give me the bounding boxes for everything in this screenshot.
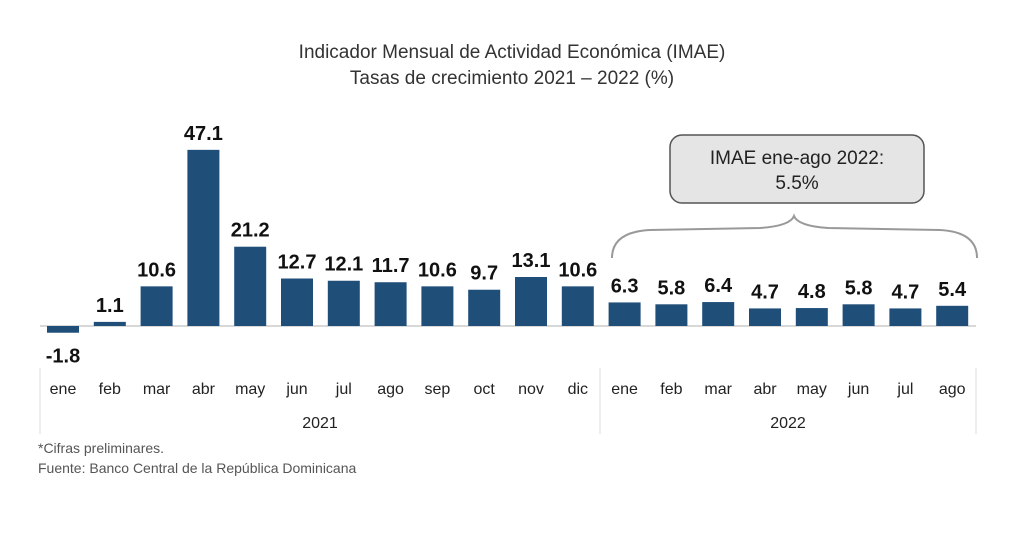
chart-subtitle: Tasas de crecimiento 2021 – 2022 (%): [349, 68, 675, 89]
x-tick-label: jul: [335, 381, 352, 398]
data-label: 4.7: [751, 281, 779, 303]
x-tick-label: mar: [143, 381, 171, 398]
x-tick-label: ago: [939, 381, 966, 398]
data-label: -1.8: [46, 346, 80, 368]
bar: [842, 304, 875, 326]
bar: [515, 277, 547, 326]
data-label: 12.1: [324, 254, 363, 276]
bar: [187, 149, 220, 326]
x-tick-label: mar: [704, 381, 732, 398]
data-label: 9.7: [470, 263, 498, 285]
x-tick-label: feb: [99, 381, 121, 398]
x-tick-label: jul: [896, 381, 913, 398]
data-label: 21.2: [231, 220, 270, 242]
x-tick-label: may: [235, 381, 265, 398]
x-tick-label: ene: [50, 381, 77, 398]
x-tick-label: jun: [285, 381, 307, 398]
data-label: 5.4: [938, 279, 967, 301]
data-label: 5.8: [657, 277, 685, 299]
x-tick-label: dic: [568, 381, 588, 398]
data-label: 1.1: [96, 295, 124, 317]
data-label: 47.1: [184, 123, 223, 145]
annotation-box: [669, 134, 925, 204]
bar: [93, 321, 126, 326]
x-tick-label: ago: [377, 381, 404, 398]
bar: [889, 308, 922, 326]
bar: [795, 308, 828, 326]
x-tick-label: oct: [474, 381, 496, 398]
bar: [374, 282, 407, 326]
bar: [936, 305, 969, 326]
bar: [327, 280, 360, 326]
x-tick-label: sep: [425, 381, 451, 398]
x-tick-label: abr: [753, 381, 777, 398]
x-tick-label: feb: [660, 381, 682, 398]
x-tick-label: abr: [192, 381, 216, 398]
bar: [47, 326, 79, 333]
x-tick-label: nov: [518, 381, 544, 398]
bar: [234, 246, 267, 326]
data-label: 11.7: [372, 255, 410, 277]
bar: [468, 289, 501, 326]
data-label: 12.7: [278, 252, 317, 274]
data-label: 10.6: [137, 259, 176, 281]
annotation-line2: 5.5%: [775, 173, 818, 194]
data-label: 5.8: [845, 277, 873, 299]
data-label: 13.1: [512, 250, 551, 272]
data-label: 10.6: [558, 259, 597, 281]
bar: [655, 304, 688, 326]
x-tick-label: ene: [611, 381, 638, 398]
source-note: Fuente: Banco Central de la República Do…: [38, 460, 357, 476]
data-label: 6.3: [611, 275, 639, 297]
bar: [749, 308, 781, 326]
data-label: 6.4: [704, 275, 733, 297]
bar: [702, 302, 735, 326]
bar: [281, 278, 313, 326]
annotation-line1: IMAE ene-ago 2022:: [710, 148, 884, 169]
brace: [611, 213, 978, 259]
x-tick-label: may: [797, 381, 827, 398]
group-label: 2022: [770, 415, 806, 432]
data-label: 4.7: [891, 281, 919, 303]
data-label: 10.6: [418, 259, 457, 281]
bar: [421, 286, 454, 326]
data-label: 4.8: [798, 281, 826, 303]
x-tick-label: jun: [847, 381, 869, 398]
group-label: 2021: [302, 415, 338, 432]
chart-title: Indicador Mensual de Actividad Económica…: [298, 42, 726, 63]
bar: [608, 302, 641, 326]
bar: [561, 286, 594, 326]
bar: [140, 286, 173, 326]
footnote: *Cifras preliminares.: [38, 440, 165, 456]
